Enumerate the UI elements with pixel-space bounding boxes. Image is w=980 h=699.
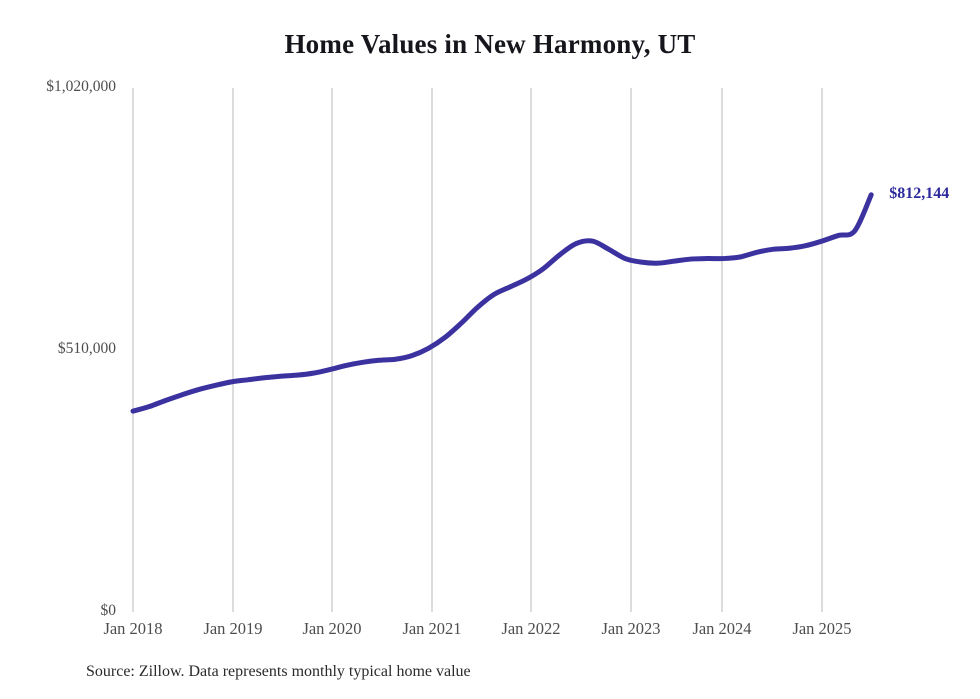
y-axis-tick-label-top: $1,020,000 [46, 78, 116, 95]
x-axis-tick-label-jan-2023: Jan 2023 [601, 619, 661, 638]
x-axis-tick-label-jan-2022: Jan 2022 [501, 619, 561, 638]
gridlines [132, 88, 823, 612]
x-axis-tick-label-jan-2025: Jan 2025 [792, 619, 852, 638]
end-value-annotation: $812,144 [889, 184, 950, 202]
x-axis-tick-label-jan-2020: Jan 2020 [302, 619, 362, 638]
x-axis-tick-label-jan-2019: Jan 2019 [203, 619, 263, 638]
y-axis-tick-label-mid: $510,000 [57, 340, 116, 357]
chart-title: Home Values in New Harmony, UT [284, 29, 696, 59]
x-axis-tick-label-jan-2018: Jan 2018 [103, 619, 163, 638]
series-line-typical-home-value [130, 192, 874, 414]
x-axis-tick-label-jan-2024: Jan 2024 [692, 619, 752, 638]
y-axis-tick-label-bottom: $0 [100, 602, 117, 619]
source-note: Source: Zillow. Data represents monthly … [86, 663, 471, 680]
x-axis-tick-label-jan-2021: Jan 2021 [402, 619, 462, 638]
